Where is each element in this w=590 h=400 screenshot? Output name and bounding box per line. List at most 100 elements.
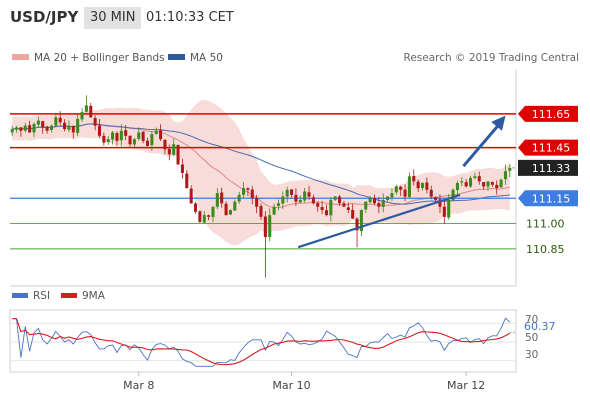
- candle-body: [390, 193, 394, 198]
- candle-body: [469, 178, 473, 187]
- candle-body: [167, 148, 171, 155]
- rsi-tick-30: 30: [525, 349, 538, 361]
- candle-body: [324, 210, 329, 216]
- candle-body: [503, 171, 507, 180]
- candle-body: [220, 192, 224, 204]
- candle-body: [128, 135, 132, 145]
- candle-body: [10, 129, 14, 133]
- candle-body: [224, 203, 228, 216]
- candle-body: [250, 189, 254, 199]
- candle-body: [198, 211, 202, 222]
- candle-body: [67, 125, 71, 130]
- candle-body: [394, 186, 398, 193]
- candle-body: [23, 125, 27, 131]
- timeframe-badge[interactable]: 30 MIN: [84, 7, 142, 29]
- candle-body: [368, 198, 372, 202]
- candle-body: [228, 210, 232, 215]
- candle-body: [49, 125, 53, 130]
- candle-body: [32, 124, 36, 133]
- ma20-legend-label: MA 20 + Bollinger Bands: [34, 52, 165, 64]
- candle-body: [242, 188, 246, 195]
- x-axis: Mar 8 Mar 10 Mar 12: [123, 372, 485, 392]
- ma50-legend-swatch: [168, 54, 185, 60]
- candle-body: [381, 199, 385, 207]
- candle-body: [80, 112, 84, 120]
- candle-body: [259, 206, 263, 217]
- candle-body: [477, 176, 481, 182]
- projection-arrow-shaft: [462, 120, 503, 168]
- candle-body: [45, 126, 49, 131]
- candles: [10, 95, 512, 278]
- candle-body: [58, 117, 62, 123]
- candle-body: [111, 132, 115, 140]
- resistance-tag-1-label: 111.65: [532, 108, 571, 121]
- candle-body: [119, 130, 123, 141]
- support-label-2: 110.85: [526, 243, 565, 256]
- candle-body: [399, 186, 403, 190]
- candle-body: [41, 121, 45, 128]
- candle-body: [407, 176, 411, 197]
- candle-body: [154, 130, 158, 134]
- candle-body: [180, 164, 184, 173]
- candle-body: [28, 125, 32, 133]
- candle-body: [159, 130, 163, 140]
- candle-body: [294, 194, 298, 202]
- candle-body: [150, 134, 154, 146]
- candle-body: [482, 182, 486, 187]
- candle-body: [307, 192, 311, 197]
- rsi-plot: [10, 317, 516, 367]
- pivot-tag-label: 111.15: [532, 192, 571, 205]
- rsi-legend-swatch: [12, 293, 28, 298]
- candle-body: [189, 188, 193, 204]
- resistance-tag-1-bg: [518, 105, 578, 122]
- candle-body: [272, 206, 276, 215]
- rising-trendline: [297, 193, 461, 249]
- trend-annotations: [297, 115, 506, 249]
- candle-body: [246, 188, 250, 190]
- candle-body: [342, 203, 346, 207]
- clock-time: 01:10:33 CET: [146, 10, 234, 25]
- chart-header: USD/JPY 30 MIN 01:10:33 CET: [0, 0, 590, 36]
- price-tags: 111.65 111.45 111.33 111.15 111.00 110.85: [518, 105, 578, 256]
- candle-body: [115, 133, 119, 141]
- candle-body: [106, 139, 110, 142]
- candle-body: [412, 175, 416, 182]
- key-levels: [10, 113, 516, 250]
- research-credit: Research © 2019 Trading Central: [404, 52, 580, 64]
- current-price-tag-label: 111.33: [532, 162, 571, 175]
- candle-body: [163, 139, 167, 150]
- candle-body: [303, 191, 307, 201]
- candle-body: [447, 199, 451, 218]
- candle-body: [89, 105, 93, 118]
- candle-body: [359, 210, 363, 232]
- candle-body: [377, 203, 381, 207]
- candle-body: [490, 182, 494, 185]
- candle-body: [176, 145, 180, 165]
- resistance-tag-2-bg: [518, 139, 578, 156]
- candle-body: [486, 181, 490, 187]
- candle-body: [311, 197, 315, 204]
- candle-body: [54, 117, 58, 126]
- symbol-title: USD/JPY: [10, 8, 79, 26]
- rsi-current-value: 60.37: [524, 320, 556, 333]
- candle-body: [63, 122, 67, 130]
- candle-body: [233, 201, 237, 211]
- candle-body: [237, 194, 241, 202]
- candle-body: [97, 125, 102, 136]
- current-price-tag-bg: [518, 159, 578, 176]
- candle-body: [15, 127, 19, 130]
- candle-body: [202, 215, 206, 223]
- candle-body: [298, 199, 302, 203]
- candle-body: [207, 215, 211, 217]
- candle-body: [416, 181, 420, 189]
- candle-body: [285, 189, 289, 197]
- candle-body: [281, 196, 285, 204]
- candle-body: [320, 207, 324, 211]
- candle-body: [71, 125, 75, 133]
- candle-body: [495, 184, 499, 189]
- candle-body: [364, 201, 368, 210]
- candle-body: [403, 189, 407, 197]
- candle-body: [451, 189, 455, 201]
- candle-body: [338, 196, 342, 204]
- rsi-panel-frame: [9, 309, 517, 373]
